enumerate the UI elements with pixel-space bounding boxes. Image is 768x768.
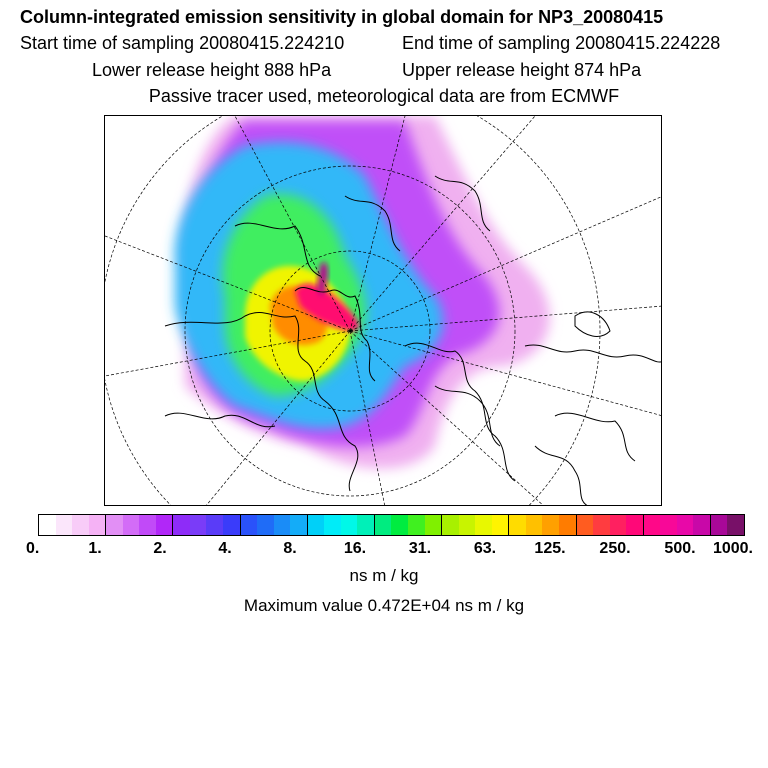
colorbar-tick-label: 63. bbox=[473, 540, 497, 557]
colorbar-swatch bbox=[240, 515, 258, 535]
plume-max-layer bbox=[317, 261, 328, 296]
emission-sensitivity-map bbox=[104, 115, 662, 506]
tracer-info-label: Passive tracer used, meteorological data… bbox=[148, 86, 620, 106]
colorbar-tick-label: 31. bbox=[408, 540, 432, 557]
colorbar-tick-label: 1. bbox=[88, 540, 102, 557]
colorbar-swatch bbox=[676, 515, 694, 535]
colorbar-units: ns m / kg bbox=[349, 566, 419, 585]
colorbar-swatch bbox=[593, 515, 610, 535]
colorbar-swatch bbox=[609, 515, 627, 535]
colorbar-swatch bbox=[307, 515, 325, 535]
colorbar-tick-label: 250. bbox=[599, 540, 631, 557]
colorbar-swatch bbox=[509, 515, 526, 535]
colorbar-swatch bbox=[727, 515, 744, 535]
colorbar-swatch bbox=[324, 515, 341, 535]
colorbar-swatch bbox=[374, 515, 392, 535]
colorbar-tick-label: 2. bbox=[153, 540, 167, 557]
colorbar-swatch bbox=[340, 515, 358, 535]
colorbar-swatch bbox=[424, 515, 443, 535]
colorbar-tick-label: 1000. bbox=[712, 540, 754, 557]
colorbar-swatch bbox=[55, 515, 73, 535]
plot-title: Column-integrated emission sensitivity i… bbox=[20, 7, 664, 27]
end-time-label: End time of sampling 20080415.224228 bbox=[402, 33, 721, 53]
colorbar-swatch bbox=[122, 515, 140, 535]
colorbar-swatch bbox=[39, 515, 56, 535]
colorbar-swatch bbox=[710, 515, 728, 535]
sensitivity-plume bbox=[174, 116, 550, 469]
colorbar-swatch bbox=[290, 515, 308, 535]
colorbar-swatch bbox=[173, 515, 190, 535]
colorbar-swatch bbox=[189, 515, 207, 535]
colorbar-swatch bbox=[576, 515, 594, 535]
coastlines bbox=[164, 175, 661, 505]
plume-red-layer bbox=[295, 283, 360, 331]
colorbar-swatch bbox=[106, 515, 123, 535]
colorbar bbox=[38, 514, 745, 536]
colorbar-tick-label: 16. bbox=[343, 540, 367, 557]
lower-release-height-label: Lower release height 888 hPa bbox=[92, 60, 332, 80]
colorbar-swatch bbox=[458, 515, 476, 535]
colorbar-swatch bbox=[72, 515, 89, 535]
colorbar-swatch bbox=[257, 515, 274, 535]
colorbar-swatch bbox=[357, 515, 375, 535]
colorbar-swatch bbox=[491, 515, 510, 535]
colorbar-swatch bbox=[139, 515, 156, 535]
colorbar-swatch bbox=[693, 515, 711, 535]
colorbar-swatch bbox=[223, 515, 241, 535]
colorbar-swatch bbox=[88, 515, 107, 535]
upper-release-height-label: Upper release height 874 hPa bbox=[402, 60, 642, 80]
colorbar-swatch bbox=[475, 515, 492, 535]
colorbar-tick-label: 4. bbox=[218, 540, 232, 557]
colorbar-swatch bbox=[643, 515, 661, 535]
colorbar-tick-label: 0. bbox=[25, 540, 40, 557]
start-time-label: Start time of sampling 20080415.224210 bbox=[20, 33, 345, 53]
map-canvas bbox=[105, 116, 661, 505]
colorbar-tick-label: 500. bbox=[664, 540, 696, 557]
colorbar-swatch bbox=[206, 515, 224, 535]
colorbar-swatch bbox=[542, 515, 559, 535]
colorbar-swatch bbox=[626, 515, 644, 535]
graticule bbox=[105, 116, 661, 505]
maximum-value-label: Maximum value 0.472E+04 ns m / kg bbox=[243, 596, 525, 615]
colorbar-swatch bbox=[525, 515, 543, 535]
colorbar-swatch bbox=[408, 515, 425, 535]
colorbar-tick-label: 125. bbox=[534, 540, 566, 557]
colorbar-tick-label: 8. bbox=[283, 540, 297, 557]
colorbar-swatch bbox=[558, 515, 577, 535]
colorbar-swatch bbox=[155, 515, 174, 535]
colorbar-swatch bbox=[273, 515, 291, 535]
colorbar-swatch bbox=[391, 515, 409, 535]
colorbar-swatch bbox=[660, 515, 677, 535]
colorbar-swatch bbox=[442, 515, 459, 535]
